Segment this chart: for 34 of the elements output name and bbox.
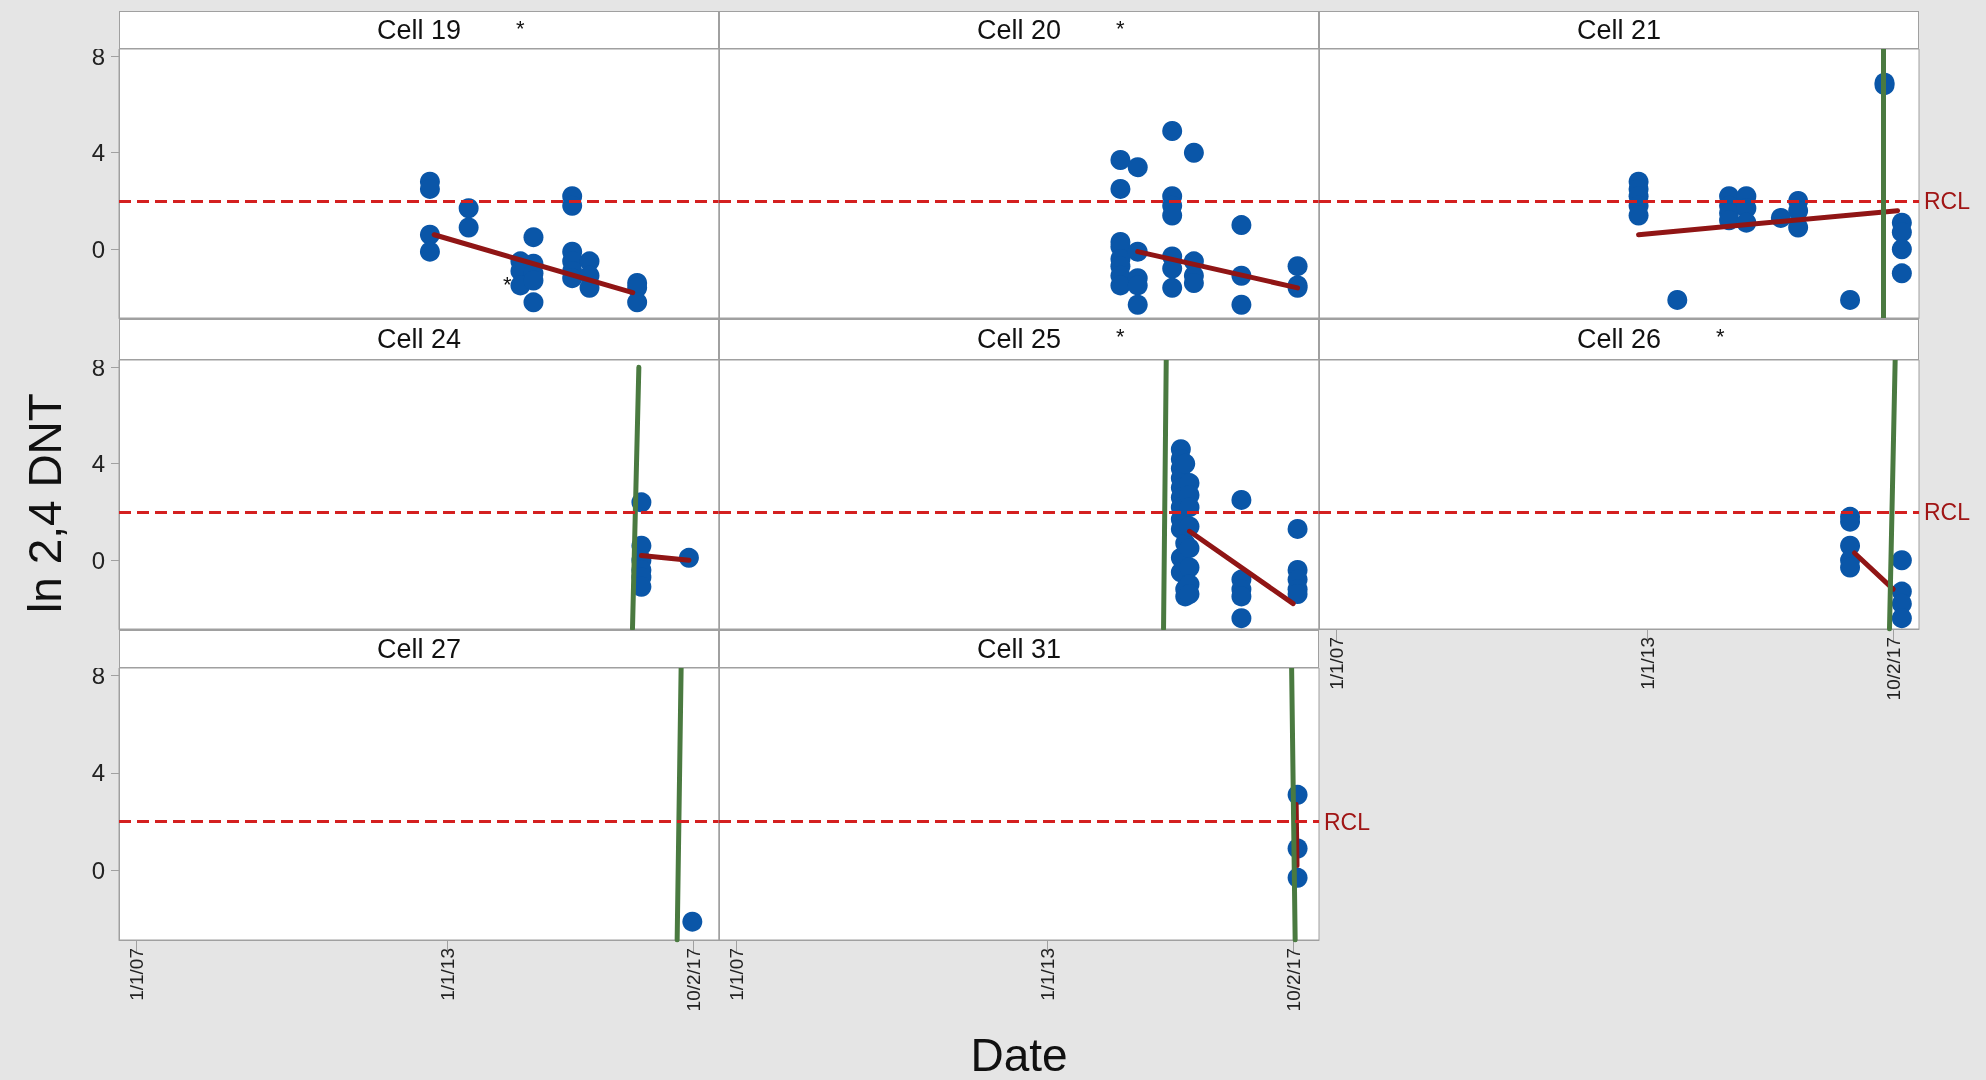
y-tick-label: 0: [91, 546, 105, 574]
y-tick-label: 4: [91, 139, 105, 167]
y-tick-label: 4: [91, 450, 105, 478]
y-tick-label: 0: [91, 235, 105, 263]
chart-title: Cell 31: [976, 633, 1062, 665]
x-tick-label: 1/1/07: [725, 948, 747, 1001]
x-tick-label: 1/1/07: [1325, 637, 1347, 690]
chart-title: Cell 24: [376, 324, 462, 355]
x-tick-label: 1/1/13: [1036, 948, 1058, 1001]
chart-title: Cell 26: [1576, 324, 1662, 355]
x-tick-label: 1/1/13: [436, 948, 458, 1001]
x-axis-title: Date: [970, 1028, 1068, 1080]
ref-line-label: RCL: [1924, 187, 1971, 214]
ref-line-label: RCL: [1324, 808, 1371, 835]
ref-line-label: RCL: [1924, 498, 1971, 525]
chart-title: Cell 20: [976, 14, 1062, 46]
x-tick-label: 10/2/17: [1882, 637, 1904, 701]
x-tick-label: 10/2/17: [682, 948, 704, 1012]
x-tick-label: 1/1/07: [125, 948, 147, 1001]
chart-title: Cell 27: [376, 633, 462, 665]
y-tick-label: 0: [91, 856, 105, 884]
text: *: [1116, 324, 1125, 349]
chart-title: Cell 21: [1576, 14, 1662, 46]
x-tick-label: 1/1/13: [1636, 637, 1658, 690]
text: *: [1716, 324, 1725, 349]
annotation: *: [503, 272, 512, 299]
text: *: [1116, 16, 1125, 41]
chart-title: Cell 25: [976, 324, 1062, 355]
y-tick-label: 8: [91, 661, 105, 689]
y-tick-label: 4: [91, 759, 105, 787]
chart-title: Cell 19: [376, 14, 462, 46]
y-axis-title: ln 2,4 DNT: [18, 392, 72, 613]
x-tick-label: 10/2/17: [1282, 948, 1304, 1012]
text: *: [516, 16, 525, 41]
